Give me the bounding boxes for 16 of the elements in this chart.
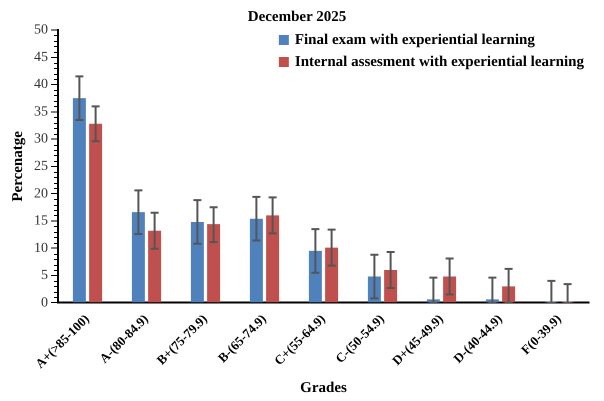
chart-title: December 2025 [248,8,346,25]
y-tick-label: 25 [34,159,48,174]
y-tick-label: 0 [41,295,48,310]
legend-label: Internal assesment with experiential learning [294,54,584,70]
y-tick-label: 30 [34,132,48,147]
y-tick-label: 35 [34,104,48,120]
y-axis-title: Percenatge [10,130,26,202]
x-axis-title: Grades [300,380,347,396]
y-tick-label: 40 [34,77,48,92]
y-tick-label: 5 [41,268,48,284]
y-tick-label: 50 [34,22,48,38]
y-tick-label: 20 [34,186,48,202]
y-tick-label: 45 [34,50,48,65]
legend-label: Final exam with experiential learning [294,32,536,48]
y-tick-label: 10 [34,240,48,256]
y-tick-label: 15 [34,214,48,229]
